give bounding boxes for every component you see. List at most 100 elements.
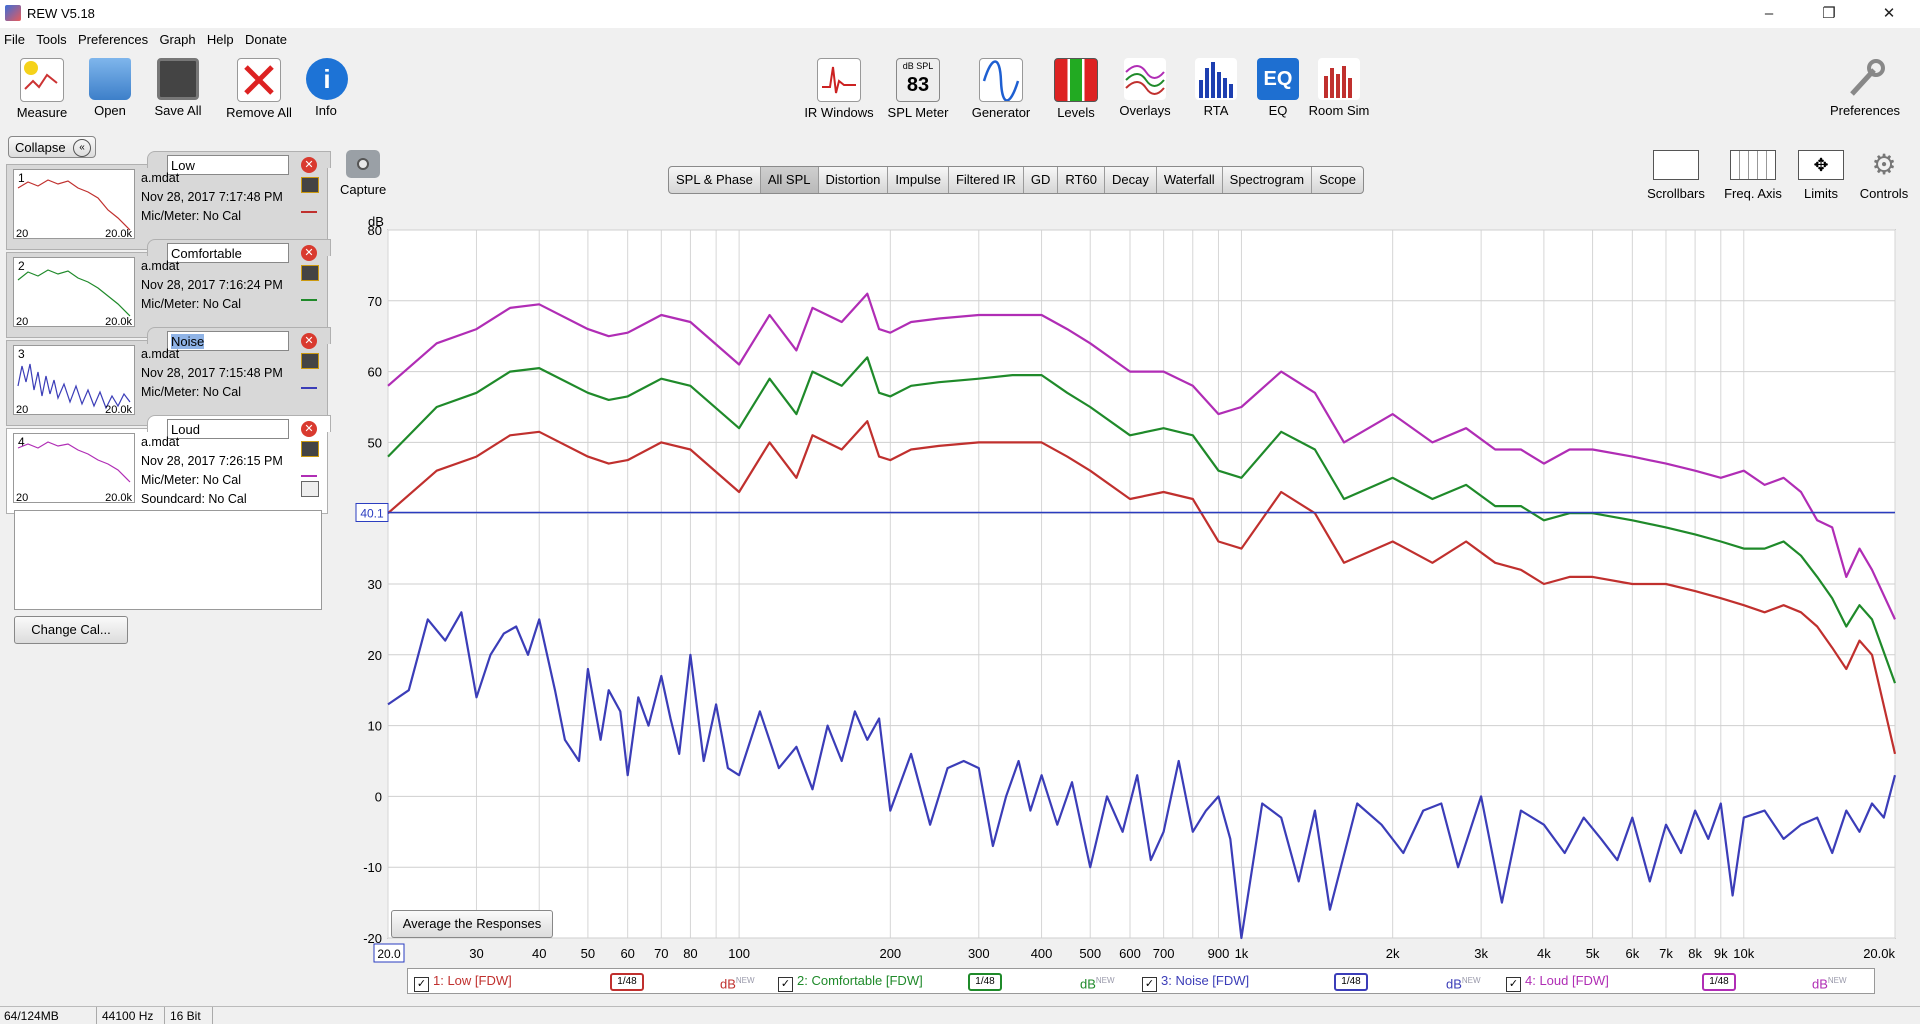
- bit-depth-status: 16 Bit: [170, 1009, 201, 1023]
- menu-help[interactable]: Help: [206, 32, 234, 47]
- info-button[interactable]: i Info: [306, 58, 348, 126]
- room-sim-button[interactable]: Room Sim: [1306, 58, 1372, 126]
- cursor-x-box: [373, 943, 405, 963]
- rta-button[interactable]: RTA: [1192, 58, 1240, 126]
- close-window-button[interactable]: ✕: [1882, 5, 1896, 22]
- menu-tools[interactable]: Tools: [36, 32, 67, 47]
- eq-button[interactable]: EQ EQ: [1256, 58, 1300, 126]
- tab-spectrogram[interactable]: Spectrogram: [1223, 167, 1313, 193]
- measurement-name-field[interactable]: Comfortable: [167, 243, 289, 263]
- legend-checkbox[interactable]: ✓: [778, 977, 793, 992]
- x-tick-label: 700: [1153, 946, 1175, 961]
- edit-icon[interactable]: [301, 441, 319, 457]
- legend-checkbox[interactable]: ✓: [414, 977, 429, 992]
- menu-donate[interactable]: Donate: [245, 32, 287, 47]
- measurement-name-field[interactable]: Loud: [167, 419, 289, 439]
- spl-meter-button[interactable]: dB SPL 83 SPL Meter: [886, 58, 950, 126]
- delete-measurement-icon[interactable]: ✕: [301, 421, 317, 437]
- minimize-button[interactable]: –: [1764, 5, 1774, 22]
- measurement-item-2[interactable]: Comfortable ✕ 2 20 20.0k a.mdat Nov 28, …: [6, 239, 331, 338]
- change-cal-button[interactable]: Change Cal...: [14, 616, 128, 644]
- delete-measurement-icon[interactable]: ✕: [301, 245, 317, 261]
- menu-graph[interactable]: Graph: [159, 32, 196, 47]
- scrollbars-button[interactable]: Scrollbars: [1644, 150, 1708, 201]
- color-picker-icon[interactable]: [301, 285, 317, 301]
- measure-button[interactable]: Measure: [12, 58, 72, 126]
- legend-item-1[interactable]: ✓ 1: Low [FDW] 1/48 dBNEW: [414, 972, 755, 992]
- x-tick-label: 2k: [1386, 946, 1400, 961]
- x-tick-label: 50: [581, 946, 595, 961]
- smoothing-badge[interactable]: 1/48: [1334, 973, 1368, 991]
- tab-scope[interactable]: Scope: [1319, 172, 1356, 187]
- measurements-panel: Collapse « Low ✕ 1 20 20.0k a.mdat Nov 2…: [6, 134, 331, 646]
- maximize-button[interactable]: ❐: [1822, 5, 1836, 22]
- x-tick-label: 200: [879, 946, 901, 961]
- freq-axis-button[interactable]: Freq. Axis: [1718, 150, 1788, 201]
- x-tick-label: 6k: [1625, 946, 1639, 961]
- legend-checkbox[interactable]: ✓: [1506, 977, 1521, 992]
- overlays-button[interactable]: Overlays: [1112, 58, 1178, 126]
- edit-icon[interactable]: [301, 177, 319, 193]
- legend-item-3[interactable]: ✓ 3: Noise [FDW] 1/48 dBNEW: [1142, 972, 1481, 992]
- limits-button[interactable]: ✥ Limits: [1798, 150, 1844, 201]
- tab-spl-phase[interactable]: SPL & Phase: [669, 167, 761, 193]
- color-picker-icon[interactable]: [301, 461, 317, 477]
- x-tick-label: 400: [1031, 946, 1053, 961]
- limits-icon: ✥: [1798, 150, 1844, 180]
- x-tick-label: 500: [1079, 946, 1101, 961]
- collapse-chevron-icon: «: [73, 139, 91, 157]
- tab-waterfall[interactable]: Waterfall: [1157, 167, 1223, 193]
- measurement-name-field[interactable]: Low: [167, 155, 289, 175]
- menu-file[interactable]: File: [4, 32, 25, 47]
- notes-icon[interactable]: [301, 481, 319, 497]
- measurement-item-1[interactable]: Low ✕ 1 20 20.0k a.mdat Nov 28, 2017 7:1…: [6, 151, 331, 250]
- tab-filtered-ir[interactable]: Filtered IR: [949, 167, 1024, 193]
- capture-button[interactable]: Capture: [340, 150, 386, 197]
- measurement-item-4[interactable]: Loud ✕ 4 20 20.0k a.mdat Nov 28, 2017 7:…: [6, 415, 331, 514]
- collapse-button[interactable]: Collapse «: [8, 136, 96, 158]
- y-tick-label: -10: [363, 860, 382, 875]
- series-line-1: [387, 420, 1897, 755]
- graph-tabs: SPL & Phase All SPL Distortion Impulse F…: [668, 166, 1364, 194]
- legend-item-2[interactable]: ✓ 2: Comfortable [FDW] 1/48 dBNEW: [778, 972, 1115, 992]
- measurement-item-3[interactable]: Noise ✕ 3 20 20.0k a.mdat Nov 28, 2017 7…: [6, 327, 331, 426]
- tab-rt60[interactable]: RT60: [1058, 167, 1105, 193]
- tab-decay[interactable]: Decay: [1105, 167, 1157, 193]
- delete-measurement-icon[interactable]: ✕: [301, 157, 317, 173]
- generator-button[interactable]: Generator: [968, 58, 1034, 126]
- average-responses-button[interactable]: Average the Responses: [391, 910, 553, 938]
- tab-gd[interactable]: GD: [1024, 167, 1059, 193]
- tab-distortion[interactable]: Distortion: [819, 167, 889, 193]
- remove-all-button[interactable]: Remove All: [222, 58, 296, 126]
- x-tick-label: 7k: [1659, 946, 1673, 961]
- y-tick-label: 70: [368, 294, 382, 309]
- measure-icon: [20, 58, 64, 102]
- controls-button[interactable]: ⚙ Controls: [1859, 149, 1909, 202]
- edit-icon[interactable]: [301, 353, 319, 369]
- edit-icon[interactable]: [301, 265, 319, 281]
- open-button[interactable]: Open: [84, 58, 136, 126]
- delete-measurement-icon[interactable]: ✕: [301, 333, 317, 349]
- x-tick-label: 8k: [1688, 946, 1702, 961]
- levels-button[interactable]: Levels: [1052, 58, 1100, 126]
- measurement-name-field[interactable]: Noise: [167, 331, 289, 351]
- legend-checkbox[interactable]: ✓: [1142, 977, 1157, 992]
- tab-all-spl[interactable]: All SPL: [760, 167, 819, 193]
- smoothing-badge[interactable]: 1/48: [610, 973, 644, 991]
- graph-legend: ✓ 1: Low [FDW] 1/48 dBNEW ✓ 2: Comfortable…: [407, 968, 1875, 994]
- tab-impulse[interactable]: Impulse: [888, 167, 949, 193]
- smoothing-badge[interactable]: 1/48: [1702, 973, 1736, 991]
- legend-item-4[interactable]: ✓ 4: Loud [FDW] 1/48 dBNEW: [1506, 972, 1847, 992]
- x-tick-label: 3k: [1474, 946, 1488, 961]
- spl-graph[interactable]: 80706050403020100-10-2030405060708010020…: [340, 210, 1900, 1010]
- spl-chart[interactable]: 80706050403020100-10-2030405060708010020…: [340, 210, 1900, 970]
- save-all-button[interactable]: Save All: [150, 58, 206, 126]
- color-picker-icon[interactable]: [301, 373, 317, 389]
- cursor-value-label: 40.1: [360, 506, 384, 520]
- color-picker-icon[interactable]: [301, 197, 317, 213]
- menu-preferences[interactable]: Preferences: [78, 32, 149, 47]
- smoothing-badge[interactable]: 1/48: [968, 973, 1002, 991]
- x-tick-label: 1k: [1235, 946, 1249, 961]
- ir-windows-button[interactable]: IR Windows: [800, 58, 878, 126]
- preferences-button[interactable]: Preferences: [1820, 58, 1910, 126]
